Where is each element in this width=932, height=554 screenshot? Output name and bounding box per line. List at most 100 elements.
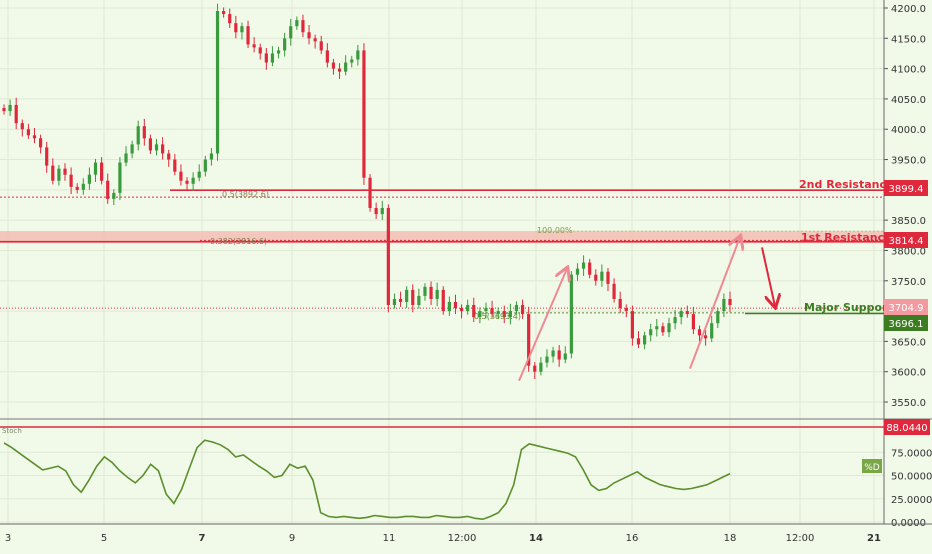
candle-body: [612, 283, 616, 299]
candle-body: [466, 305, 470, 312]
candle-body: [350, 59, 354, 63]
time-tick-label: 7: [199, 533, 206, 544]
candle-body: [240, 26, 244, 33]
candle-body: [655, 326, 659, 330]
arrow-up-1: [518, 269, 567, 382]
candle-body: [161, 144, 165, 154]
time-tick-label: 12:00: [448, 533, 477, 544]
arrow-up-2: [689, 237, 740, 370]
price-tick-label: 3750.0: [891, 277, 926, 288]
candle-body: [154, 144, 159, 151]
candle-body: [319, 41, 323, 51]
candle-body: [81, 183, 85, 190]
candle-body: [337, 68, 342, 72]
candle-body: [270, 53, 275, 63]
time-tick-label: 16: [626, 533, 639, 544]
price-tick-label: 3550.0: [891, 398, 926, 409]
candle-body: [533, 365, 537, 372]
tag-support: [884, 315, 928, 331]
candle-body: [215, 11, 220, 154]
candle-body: [386, 208, 390, 306]
candle-body: [118, 162, 122, 193]
arrow-down: [761, 247, 775, 306]
candle-body: [392, 298, 397, 306]
candle-body: [594, 274, 598, 281]
candle-body: [93, 162, 98, 175]
candle-body: [600, 271, 604, 281]
candle-body: [209, 153, 214, 160]
candle-body: [112, 192, 116, 199]
candle-body: [87, 174, 92, 184]
time-tick-label: 14: [529, 533, 543, 544]
candle-body: [26, 129, 31, 136]
candle-body: [14, 104, 18, 124]
fib-0618-label: 0.5(3693.4): [474, 312, 521, 321]
candle-body: [411, 289, 415, 306]
tag-support-text: 3696.1: [889, 319, 924, 330]
candle-body: [728, 298, 732, 306]
candle-body: [313, 38, 317, 42]
price-tick-label: 3850.0: [891, 216, 926, 227]
stoch-d-badge: [862, 459, 882, 473]
price-tick-label: 3950.0: [891, 156, 926, 167]
fib-100-label: 100.00%: [537, 226, 573, 235]
candle-body: [8, 104, 12, 112]
candle-body: [551, 350, 555, 357]
candle-body: [124, 153, 128, 163]
candle-body: [490, 308, 494, 315]
stoch-tick-label: 75.0000: [891, 448, 932, 459]
candles: [2, 3, 732, 379]
candle-body: [484, 308, 488, 312]
candle-body: [167, 153, 171, 160]
candle-body: [636, 338, 641, 345]
candle-body: [344, 62, 348, 72]
stoch-title: Stoch: [2, 427, 22, 435]
candle-body: [368, 177, 372, 209]
candle-body: [185, 180, 189, 184]
price-tick-label: 4100.0: [891, 65, 926, 76]
candle-body: [520, 305, 525, 315]
second-resistance-label: 2nd Resistance: [799, 178, 893, 191]
candle-body: [39, 138, 43, 148]
candle-body: [539, 362, 543, 372]
candle-body: [264, 53, 268, 63]
candle-body: [179, 171, 183, 181]
candle-body: [679, 311, 683, 318]
time-tick-label: 3: [5, 533, 11, 544]
candle-body: [57, 168, 61, 181]
candle-body: [447, 301, 451, 312]
price-tick-label: 4200.0: [891, 4, 926, 15]
candle-body: [435, 289, 439, 299]
candle-body: [472, 305, 476, 318]
candle-body: [703, 335, 708, 339]
candle-body: [649, 329, 653, 336]
candle-body: [325, 50, 329, 63]
candle-body: [148, 138, 153, 151]
candle-body: [20, 123, 24, 130]
time-tick-label: 5: [101, 533, 107, 544]
candle-body: [252, 44, 256, 48]
candle-body: [697, 329, 702, 336]
candle-body: [173, 159, 177, 172]
candle-body: [563, 353, 567, 360]
price-tick-label: 4050.0: [891, 95, 926, 106]
grid: [0, 0, 884, 524]
candle-body: [69, 174, 73, 187]
projection-arrows: [518, 237, 775, 382]
candle-body: [514, 305, 519, 312]
candle-body: [362, 50, 366, 178]
candle-body: [203, 159, 207, 172]
candle-body: [246, 26, 250, 45]
candle-body: [630, 311, 634, 339]
candle-body: [380, 208, 384, 215]
price-tick-label: 3800.0: [891, 246, 926, 257]
candle-body: [142, 126, 146, 139]
candle-body: [398, 298, 403, 302]
candle-body: [331, 62, 336, 69]
candle-body: [45, 147, 49, 166]
candle-body: [575, 268, 580, 275]
candle-body: [32, 135, 37, 139]
major-support-label: Major Support: [804, 301, 893, 314]
candle-body: [356, 50, 360, 60]
